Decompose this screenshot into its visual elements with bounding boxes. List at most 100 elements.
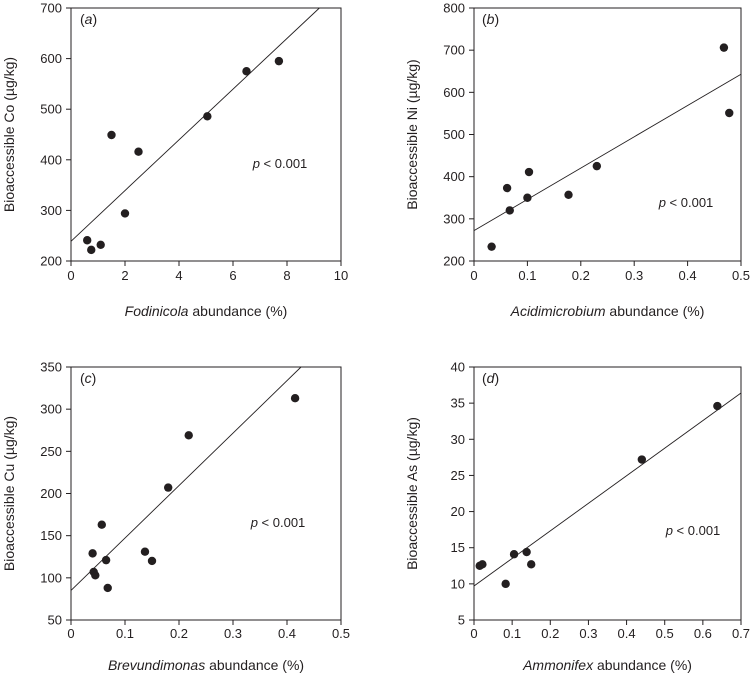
x-axis-title-genus: Fodinicola <box>125 303 189 319</box>
y-tick-label: 300 <box>443 211 465 226</box>
y-axis-title: Bioaccessible Cu (µg/kg) <box>1 416 17 571</box>
x-axis-title-rest: abundance (%) <box>205 657 304 673</box>
y-tick-label: 300 <box>40 402 62 417</box>
x-tick-label: 10 <box>334 268 348 283</box>
x-tick-label: 0.1 <box>503 626 521 641</box>
p-value-text: < 0.001 <box>666 195 713 210</box>
x-axis-title-rest: abundance (%) <box>593 657 692 673</box>
data-point <box>564 190 573 199</box>
data-point <box>140 547 150 556</box>
y-tick-label: 400 <box>443 169 465 184</box>
data-point <box>164 483 173 492</box>
y-axis-title: Bioaccessible Ni (µg/kg) <box>404 59 420 209</box>
y-tick-label: 600 <box>40 51 62 66</box>
x-tick-label: 6 <box>229 268 236 283</box>
p-value-text: < 0.001 <box>258 515 305 530</box>
data-point <box>478 560 487 569</box>
panel-label: (a) <box>80 11 97 27</box>
panel-label-open: ( <box>80 11 85 27</box>
y-tick-label: 200 <box>443 254 465 269</box>
y-tick-label: 30 <box>451 432 465 447</box>
panel-label: (d) <box>482 370 499 386</box>
y-tick-label: 25 <box>451 468 465 483</box>
panel-label-open: ( <box>80 370 85 386</box>
data-point <box>509 550 519 559</box>
p-value-symbol: p <box>665 523 673 538</box>
data-point <box>120 209 130 218</box>
panel-label-close: ) <box>494 11 499 27</box>
data-point <box>592 161 602 171</box>
data-point <box>713 401 722 411</box>
data-point <box>637 455 647 464</box>
x-tick-label: 8 <box>283 268 290 283</box>
x-tick-label: 0.2 <box>541 626 559 641</box>
x-axis-title: Brevundimonas abundance (%) <box>108 657 304 673</box>
data-point <box>502 183 512 193</box>
data-point <box>107 130 116 140</box>
data-point <box>501 579 510 589</box>
regression-line <box>70 7 320 242</box>
panel-label-letter: b <box>487 11 495 27</box>
y-tick-label: 400 <box>40 152 62 167</box>
p-value-annotation: p < 0.001 <box>250 515 306 530</box>
p-value-text: < 0.001 <box>673 523 720 538</box>
data-point <box>274 56 284 66</box>
x-tick-label: 0.5 <box>656 626 674 641</box>
x-tick-label: 0 <box>470 268 477 283</box>
panel-label-letter: c <box>85 370 92 386</box>
x-axis-title: Ammonifex abundance (%) <box>522 657 692 673</box>
data-point <box>91 571 100 580</box>
data-point <box>103 583 112 593</box>
x-tick-label: 0 <box>470 626 477 641</box>
x-tick-label: 0.6 <box>694 626 712 641</box>
regression-line <box>70 366 302 591</box>
data-point <box>203 112 212 121</box>
plot-frame <box>473 366 742 621</box>
data-point <box>725 108 734 118</box>
y-tick-label: 200 <box>40 254 62 269</box>
data-point <box>87 245 96 255</box>
x-tick-label: 0.1 <box>518 268 536 283</box>
panel-d: 0 0.1 0.2 0.3 0.4 0.5 0.6 0.7 5 10 15 20 25 30 35 40 (d)… <box>404 360 750 674</box>
x-tick-label: 0.4 <box>618 626 636 641</box>
x-axis-title: Fodinicola abundance (%) <box>125 303 288 319</box>
y-tick-label: 10 <box>451 576 465 591</box>
data-point <box>505 206 514 215</box>
x-tick-label: 0.2 <box>572 268 590 283</box>
p-value-annotation: p < 0.001 <box>665 523 721 538</box>
x-tick-label: 0.4 <box>278 626 296 641</box>
plot-frame <box>70 366 342 621</box>
y-tick-label: 15 <box>451 540 465 555</box>
x-tick-label: 4 <box>175 268 182 283</box>
panel-b: 0 0.1 0.2 0.3 0.4 0.5 200 300 400 500 600 700 800 (b)… <box>404 1 750 320</box>
data-point <box>522 547 531 557</box>
panel-label: (b) <box>482 11 499 27</box>
data-point <box>523 193 532 202</box>
panel-label-close: ) <box>92 11 97 27</box>
x-axis-title-rest: abundance (%) <box>188 303 287 319</box>
x-tick-label: 0.4 <box>679 268 697 283</box>
p-value-annotation: p < 0.001 <box>252 156 308 171</box>
y-tick-label: 50 <box>48 613 62 628</box>
x-axis-title-genus: Ammonifex <box>522 657 594 673</box>
y-tick-label: 40 <box>451 360 465 375</box>
y-axis-title: Bioaccessible As (µg/kg) <box>404 417 420 570</box>
x-tick-label: 0.5 <box>332 626 350 641</box>
data-point <box>88 549 97 558</box>
data-point <box>184 431 193 440</box>
data-point <box>96 240 105 250</box>
data-point <box>83 236 92 245</box>
y-tick-label: 20 <box>451 504 465 519</box>
y-axis-title: Bioaccessible Co (µg/kg) <box>1 57 17 212</box>
y-tick-label: 200 <box>40 486 62 501</box>
x-tick-label: 0 <box>67 268 74 283</box>
p-value-symbol: p <box>658 195 666 210</box>
data-point <box>487 242 496 251</box>
x-tick-label: 0.3 <box>224 626 242 641</box>
x-axis-title-genus: Acidimicrobium <box>510 303 606 319</box>
data-point <box>290 394 300 403</box>
y-tick-label: 500 <box>443 127 465 142</box>
data-point <box>719 43 729 52</box>
x-tick-label: 0.3 <box>579 626 597 641</box>
